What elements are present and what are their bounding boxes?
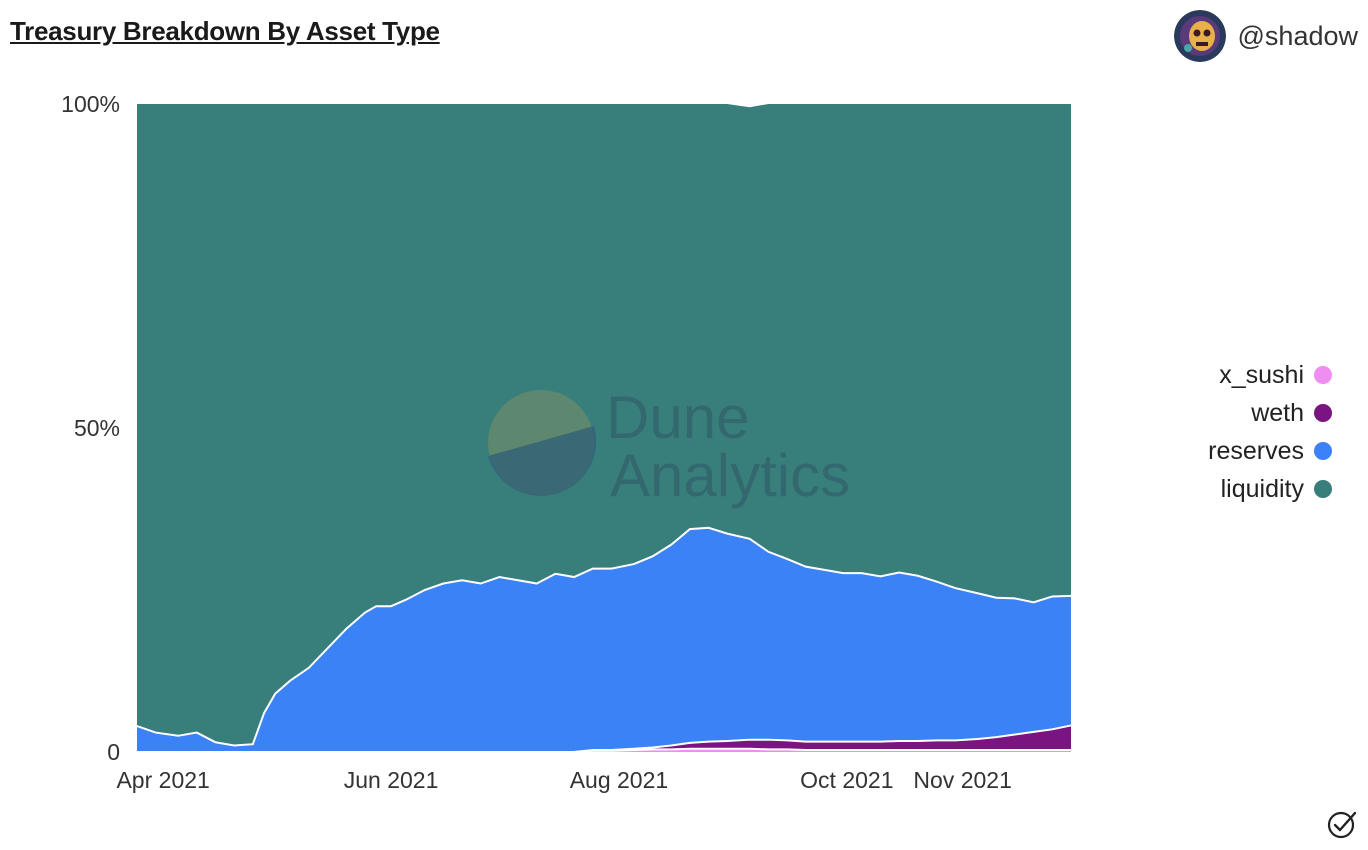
dune-watermark: Dune Analytics <box>488 384 850 509</box>
legend-swatch-icon <box>1314 366 1332 384</box>
x-tick-label: Nov 2021 <box>913 767 1011 793</box>
x-axis: Apr 2021 Jun 2021 Aug 2021 Oct 2021 Nov 2021 <box>116 767 1011 793</box>
legend-label: weth <box>1251 398 1304 427</box>
legend-item-x_sushi[interactable]: x_sushi <box>1208 356 1332 394</box>
watermark-logo-wedge <box>488 426 597 497</box>
x-tick-label: Aug 2021 <box>570 767 668 793</box>
area-x_sushi[interactable] <box>137 748 1071 752</box>
y-tick-label: 0 <box>107 739 120 765</box>
author-name: @shadow <box>1237 20 1358 51</box>
x-tick-label: Oct 2021 <box>800 767 893 793</box>
y-tick-label: 100% <box>61 91 120 117</box>
legend-item-liquidity[interactable]: liquidity <box>1208 470 1332 508</box>
legend-label: x_sushi <box>1219 360 1304 389</box>
legend-label: reserves <box>1208 436 1304 465</box>
watermark-line2: Analytics <box>610 442 850 509</box>
divider-reserves <box>136 526 1072 747</box>
divider-weth <box>137 724 1072 753</box>
area-reserves[interactable] <box>137 527 1071 752</box>
x-tick-label: Apr 2021 <box>116 767 209 793</box>
check-badge-icon[interactable] <box>1326 808 1358 840</box>
legend-item-weth[interactable]: weth <box>1208 394 1332 432</box>
legend-item-reserves[interactable]: reserves <box>1208 432 1332 470</box>
author-avatar <box>1173 10 1226 62</box>
series-areas <box>137 104 1071 752</box>
legend-swatch-icon <box>1314 480 1332 498</box>
author-badge[interactable]: @shadow <box>1173 10 1358 62</box>
watermark-line1: Dune <box>606 384 749 451</box>
x-tick-label: Jun 2021 <box>344 767 439 793</box>
chart-title[interactable]: Treasury Breakdown By Asset Type <box>10 16 440 46</box>
y-axis: 0 50% 100% <box>61 91 120 765</box>
area-weth[interactable] <box>137 725 1071 752</box>
legend-swatch-icon <box>1314 404 1332 422</box>
series-dividers <box>136 526 1072 753</box>
legend-label: liquidity <box>1220 474 1304 503</box>
area-liquidity[interactable] <box>137 104 1071 746</box>
legend-swatch-icon <box>1314 442 1332 460</box>
chart-legend: x_sushi weth reserves liquidity <box>1208 356 1332 508</box>
y-tick-label: 50% <box>74 415 120 441</box>
